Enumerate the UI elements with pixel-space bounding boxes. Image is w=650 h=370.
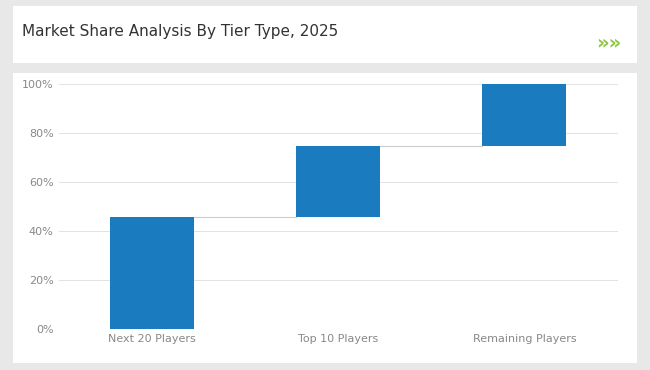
Bar: [110, 216, 194, 329]
Text: Market Share Analysis By Tier Type, 2025: Market Share Analysis By Tier Type, 2025: [22, 24, 339, 39]
Text: »»: »»: [596, 33, 621, 52]
Bar: [482, 84, 566, 145]
Bar: [296, 145, 380, 216]
